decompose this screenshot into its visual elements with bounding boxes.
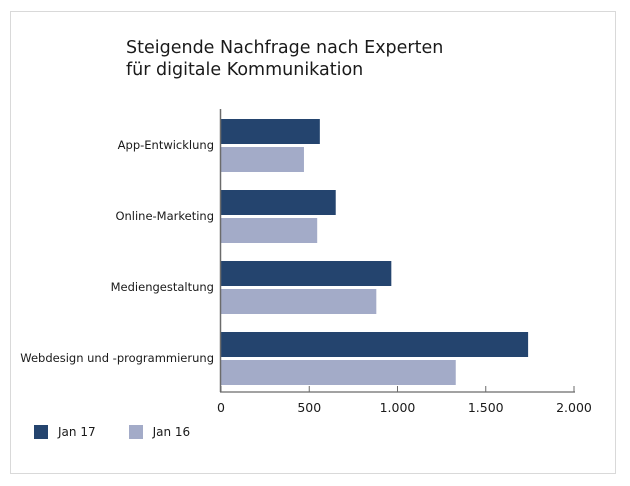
x-tick-label: 500: [297, 400, 321, 415]
category-label: App-Entwicklung: [118, 138, 214, 152]
legend-label-jan17: Jan 17: [58, 425, 96, 439]
legend: Jan 17 Jan 16: [34, 425, 223, 439]
legend-label-jan16: Jan 16: [152, 425, 191, 439]
bar-webdesign-und-programmierung-jan17: [221, 332, 529, 357]
category-label: Webdesign und -programmierung: [20, 351, 214, 365]
x-tick-label: 2.000: [556, 400, 592, 415]
bar-app-entwicklung-jan17: [221, 119, 320, 144]
bar-online-marketing-jan16: [221, 218, 318, 243]
legend-item-jan17: Jan 17: [34, 425, 96, 439]
bar-app-entwicklung-jan16: [221, 147, 304, 172]
chart-title-line-2: für digitale Kommunikation: [126, 60, 364, 80]
bar-online-marketing-jan17: [221, 190, 336, 215]
legend-swatch-jan17: [34, 425, 48, 439]
chart-title: Steigende Nachfrage nach Experten für di…: [126, 37, 443, 81]
x-tick-label: 1.500: [468, 400, 504, 415]
x-tick-label: 1.000: [380, 400, 416, 415]
x-tick-label: 0: [217, 400, 225, 415]
chart-title-line-1: Steigende Nachfrage nach Experten: [126, 38, 444, 58]
category-label: Online-Marketing: [115, 209, 214, 223]
bar-webdesign-und-programmierung-jan16: [221, 360, 456, 385]
category-label: Mediengestaltung: [111, 280, 214, 294]
legend-item-jan16: Jan 16: [128, 425, 191, 439]
bar-mediengestaltung-jan16: [221, 289, 377, 314]
bar-mediengestaltung-jan17: [221, 261, 392, 286]
legend-swatch-jan16: [128, 425, 143, 439]
chart-frame: [10, 11, 616, 474]
